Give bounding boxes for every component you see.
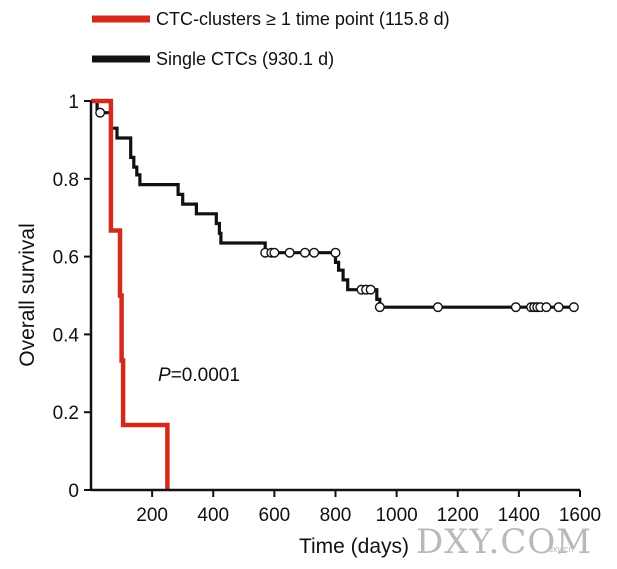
- x-tick-label: 200: [136, 505, 168, 526]
- y-tick-label: 0: [68, 481, 79, 502]
- x-tick-label: 800: [320, 505, 352, 526]
- y-axis-ticks: 0 0.2 0.4 0.6 0.8 1: [53, 92, 91, 502]
- censor-marker: [330, 247, 341, 258]
- censor-marker: [299, 247, 310, 258]
- legend: CTC-clusters ≥ 1 time point (115.8 d) Si…: [92, 9, 450, 69]
- axes: [89, 101, 580, 492]
- x-tick-label: 1200: [437, 505, 479, 526]
- y-tick-label: 1: [68, 92, 79, 113]
- censor-marker: [95, 107, 106, 118]
- watermark: DXY.COM: [416, 522, 592, 562]
- censor-marker: [365, 284, 376, 295]
- x-tick-label: 1400: [498, 505, 540, 526]
- censor-marker: [553, 302, 564, 313]
- y-tick-label: 0.4: [53, 325, 80, 346]
- p-value-symbol: P: [158, 365, 171, 386]
- x-axis-ticks: 200 400 600 800 1000 1200 1400 1600: [136, 490, 601, 526]
- x-tick-label: 1000: [375, 505, 417, 526]
- y-tick-label: 0.6: [53, 248, 79, 269]
- watermark-subtext: dxy.cn: [548, 544, 573, 554]
- censor-marker: [309, 247, 320, 258]
- legend-label-single-ctcs: Single CTCs (930.1 d): [156, 49, 334, 69]
- censor-marker: [541, 302, 552, 313]
- censor-marker: [284, 247, 295, 258]
- x-tick-label: 600: [259, 505, 291, 526]
- x-tick-label: 1600: [559, 505, 601, 526]
- survival-curves: [91, 98, 579, 490]
- p-value-annotation: P=0.0001: [158, 365, 240, 386]
- censor-marker: [432, 302, 443, 313]
- series-line-single-ctcs: [91, 99, 577, 309]
- y-axis-title: Overall survival: [16, 223, 39, 367]
- legend-label-ctc-clusters: CTC-clusters ≥ 1 time point (115.8 d): [156, 9, 450, 29]
- censor-marker: [568, 302, 579, 313]
- censor-marker: [269, 247, 280, 258]
- series-line-ctc-clusters: [91, 98, 170, 490]
- censor-marker: [510, 302, 521, 313]
- censor-marker: [374, 302, 385, 313]
- y-tick-label: 0.8: [53, 170, 79, 191]
- x-tick-label: 400: [197, 505, 229, 526]
- y-tick-label: 0.2: [53, 403, 79, 424]
- x-axis-title: Time (days): [299, 535, 409, 558]
- p-value-number: =0.0001: [171, 365, 240, 386]
